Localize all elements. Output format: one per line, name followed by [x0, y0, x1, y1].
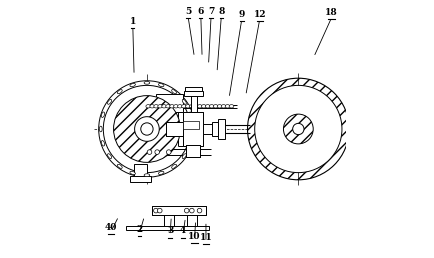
- Bar: [186, 145, 200, 157]
- Text: 6: 6: [197, 7, 204, 16]
- Ellipse shape: [158, 84, 164, 87]
- Ellipse shape: [101, 112, 104, 117]
- Bar: [202, 124, 213, 134]
- Text: 10: 10: [188, 232, 200, 241]
- Ellipse shape: [173, 105, 178, 108]
- Ellipse shape: [165, 105, 170, 108]
- Ellipse shape: [209, 105, 214, 108]
- Ellipse shape: [130, 171, 135, 174]
- Ellipse shape: [201, 105, 206, 108]
- Ellipse shape: [99, 126, 102, 132]
- Bar: [186, 212, 197, 226]
- Ellipse shape: [229, 105, 233, 108]
- Bar: [165, 122, 183, 136]
- Ellipse shape: [177, 105, 182, 108]
- Text: 7: 7: [207, 7, 214, 16]
- Ellipse shape: [181, 105, 186, 108]
- Text: 12: 12: [253, 10, 266, 19]
- Circle shape: [247, 78, 349, 180]
- Circle shape: [147, 150, 151, 154]
- Bar: [183, 112, 202, 146]
- Ellipse shape: [171, 164, 176, 168]
- Ellipse shape: [221, 105, 225, 108]
- Circle shape: [134, 117, 159, 141]
- Ellipse shape: [189, 141, 192, 146]
- Circle shape: [103, 85, 190, 173]
- Circle shape: [292, 123, 303, 135]
- Ellipse shape: [117, 164, 122, 168]
- Circle shape: [157, 208, 162, 213]
- Text: 11: 11: [199, 233, 212, 242]
- Ellipse shape: [171, 90, 176, 94]
- Ellipse shape: [182, 154, 186, 159]
- Text: 5: 5: [184, 7, 191, 16]
- Text: 1: 1: [129, 17, 136, 26]
- Ellipse shape: [107, 99, 112, 104]
- Bar: [186, 145, 200, 157]
- Ellipse shape: [144, 81, 149, 84]
- Circle shape: [189, 208, 194, 213]
- Bar: [152, 206, 205, 215]
- Circle shape: [283, 114, 312, 144]
- Circle shape: [166, 150, 171, 154]
- Ellipse shape: [154, 105, 158, 108]
- Circle shape: [99, 81, 195, 177]
- Ellipse shape: [191, 126, 194, 132]
- Ellipse shape: [158, 105, 162, 108]
- Circle shape: [254, 85, 341, 173]
- Ellipse shape: [189, 105, 194, 108]
- Bar: [211, 122, 217, 136]
- Ellipse shape: [130, 84, 135, 87]
- Ellipse shape: [217, 105, 221, 108]
- Text: 3: 3: [167, 227, 173, 236]
- Ellipse shape: [161, 105, 166, 108]
- Bar: [190, 96, 197, 112]
- Text: 4: 4: [179, 227, 186, 236]
- Circle shape: [184, 208, 189, 213]
- Ellipse shape: [150, 105, 154, 108]
- Bar: [134, 164, 147, 176]
- Ellipse shape: [185, 105, 190, 108]
- Ellipse shape: [145, 105, 150, 108]
- Bar: [126, 226, 208, 230]
- Ellipse shape: [205, 105, 210, 108]
- Text: 2: 2: [136, 225, 142, 234]
- Bar: [163, 212, 174, 226]
- Ellipse shape: [197, 105, 202, 108]
- Text: 40: 40: [105, 223, 117, 232]
- Ellipse shape: [225, 105, 229, 108]
- Bar: [185, 87, 202, 91]
- Ellipse shape: [213, 105, 217, 108]
- Bar: [183, 112, 202, 146]
- Circle shape: [153, 208, 158, 213]
- Ellipse shape: [158, 171, 164, 174]
- Ellipse shape: [107, 154, 112, 159]
- Bar: [165, 122, 183, 136]
- Text: 9: 9: [238, 10, 244, 19]
- Circle shape: [141, 123, 153, 135]
- Text: 18: 18: [325, 8, 337, 17]
- Circle shape: [155, 150, 159, 154]
- Ellipse shape: [144, 174, 149, 177]
- Ellipse shape: [189, 112, 192, 117]
- Ellipse shape: [101, 141, 104, 146]
- Bar: [217, 119, 224, 139]
- Bar: [152, 206, 205, 215]
- Ellipse shape: [117, 90, 122, 94]
- Ellipse shape: [193, 105, 197, 108]
- Circle shape: [113, 96, 180, 162]
- Text: 8: 8: [218, 7, 224, 16]
- Bar: [130, 176, 151, 182]
- Circle shape: [197, 208, 201, 213]
- Ellipse shape: [182, 99, 186, 104]
- Bar: [155, 94, 183, 112]
- Bar: [183, 121, 198, 129]
- Bar: [184, 91, 203, 96]
- Ellipse shape: [169, 105, 174, 108]
